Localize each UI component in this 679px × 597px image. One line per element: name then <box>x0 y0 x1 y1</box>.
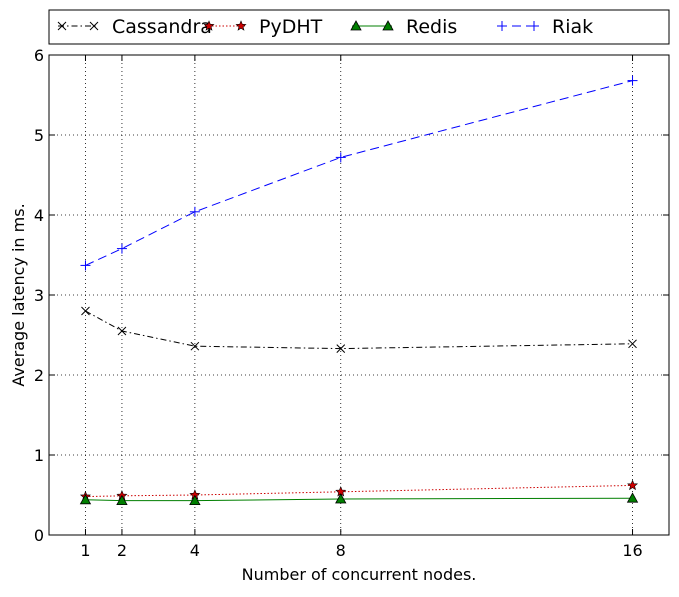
data-point-redis-shape <box>116 494 128 506</box>
y-tick-label: 0 <box>34 526 44 545</box>
data-point-cassandra <box>81 306 90 316</box>
x-tick-label: 16 <box>622 541 642 560</box>
data-point-riak <box>116 243 127 254</box>
data-point-redis-shape <box>626 492 639 503</box>
data-point-cassandra <box>117 326 127 336</box>
legend-marker-cassandra-stroke <box>57 21 67 31</box>
y-tick-label: 4 <box>34 206 44 225</box>
y-tick-label: 2 <box>34 366 44 385</box>
series-layer <box>79 75 639 506</box>
data-point-cassandra <box>628 339 637 349</box>
data-point-riak <box>80 260 91 271</box>
data-point-cassandra <box>190 341 200 351</box>
legend-marker-redis-shape <box>382 20 394 31</box>
legend-marker-redis-shape <box>350 20 362 31</box>
x-tick-label: 1 <box>80 541 90 560</box>
legend-marker-redis <box>382 20 394 31</box>
y-tick-label: 5 <box>34 126 44 145</box>
data-point-cassandra-stroke <box>81 306 90 316</box>
data-point-cassandra <box>336 344 346 353</box>
legend-marker-riak <box>529 21 539 31</box>
legend-marker-pydht <box>235 20 247 31</box>
data-point-cassandra-stroke <box>117 326 127 336</box>
data-point-redis-shape <box>79 493 92 505</box>
legend-item-redis: Redis <box>350 16 457 38</box>
legend-item-riak: Riak <box>497 16 593 38</box>
y-tick-label: 6 <box>34 46 44 65</box>
legend: Cassandra PyDHT Redis Riak <box>48 9 670 45</box>
data-point-pydht-shape <box>627 479 639 491</box>
data-point-redis <box>79 493 92 505</box>
data-point-cassandra-stroke <box>336 344 346 353</box>
legend-marker-pydht-shape <box>235 20 247 31</box>
y-tick-label: 1 <box>34 446 44 465</box>
data-point-redis-shape <box>189 494 201 506</box>
y-tick-label: 3 <box>34 286 44 305</box>
data-point-redis <box>189 494 201 506</box>
data-point-redis <box>116 494 128 506</box>
data-point-redis <box>335 493 347 504</box>
legend-item-pydht: PyDHT <box>203 16 323 38</box>
legend-item-cassandra: Cassandra <box>57 16 212 38</box>
legend-marker-redis <box>350 20 362 31</box>
data-point-riak <box>189 206 200 217</box>
legend-marker-cassandra-stroke <box>89 21 99 31</box>
x-tick-label: 8 <box>336 541 346 560</box>
data-point-riak <box>627 75 638 86</box>
legend-marker-pydht-shape <box>203 20 215 31</box>
x-tick-label: 4 <box>190 541 200 560</box>
data-point-redis <box>626 492 639 503</box>
grid-layer <box>49 55 669 535</box>
series-redis <box>79 492 639 506</box>
x-axis-label: Number of concurrent nodes. <box>242 565 477 584</box>
legend-label-riak: Riak <box>552 16 593 38</box>
legend-marker-pydht <box>203 20 215 31</box>
data-point-redis-shape <box>335 493 347 504</box>
legend-marker-riak <box>497 21 507 31</box>
data-point-cassandra-stroke <box>628 339 637 349</box>
legend-label-redis: Redis <box>406 16 457 38</box>
legend-label-cassandra: Cassandra <box>112 16 212 38</box>
x-tick-label: 2 <box>117 541 127 560</box>
data-point-riak <box>335 152 346 163</box>
data-point-cassandra-stroke <box>190 341 200 351</box>
legend-marker-cassandra <box>57 21 67 31</box>
series-line-riak <box>85 80 633 266</box>
series-line-cassandra <box>85 310 633 350</box>
data-point-pydht <box>627 479 639 491</box>
legend-label-pydht: PyDHT <box>259 16 323 38</box>
tick-layer: 1 2 4 8 16 0 1 2 3 4 5 6 <box>34 46 669 560</box>
series-cassandra <box>81 306 637 353</box>
series-riak <box>80 75 638 271</box>
y-axis-label: Average latency in ms. <box>9 203 28 386</box>
legend-marker-cassandra <box>89 21 99 31</box>
